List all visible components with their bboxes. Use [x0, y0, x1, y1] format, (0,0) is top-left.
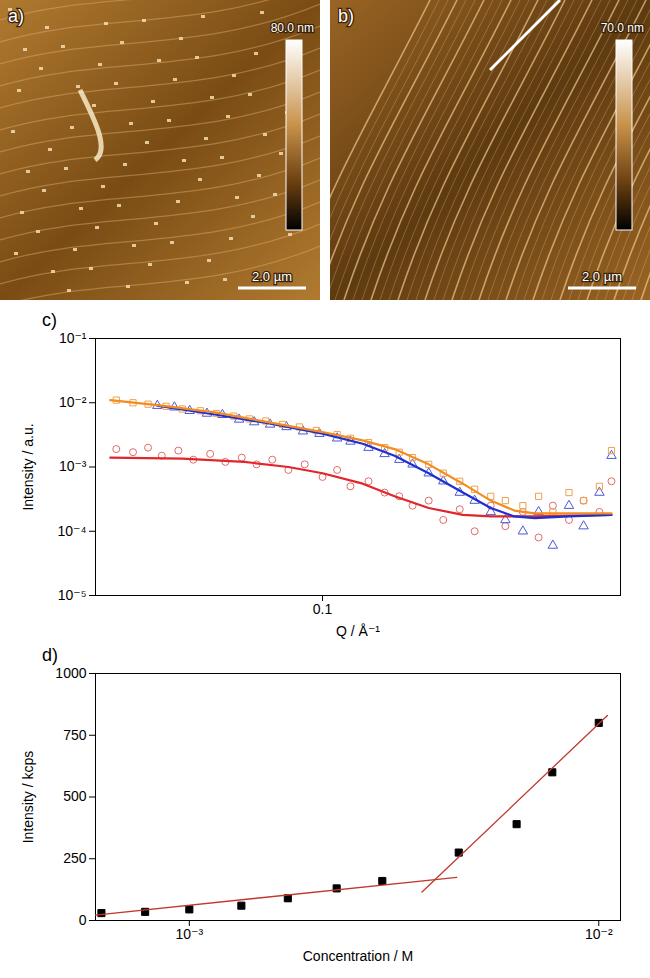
svg-text:Concentration / M: Concentration / M: [303, 948, 414, 964]
svg-text:750: 750: [63, 727, 87, 743]
svg-text:Intensity / kcps: Intensity / kcps: [20, 751, 36, 844]
svg-text:10⁻⁴: 10⁻⁴: [58, 523, 87, 539]
svg-text:10⁻²: 10⁻²: [59, 394, 87, 410]
html-text:c): c): [42, 310, 57, 330]
svg-text:Intensity / a.u.: Intensity / a.u.: [20, 423, 36, 510]
svg-text:250: 250: [63, 850, 87, 866]
svg-text:0: 0: [79, 912, 87, 928]
svg-text:2.0 µm: 2.0 µm: [252, 269, 292, 284]
svg-text:70.0 nm: 70.0 nm: [601, 21, 644, 35]
svg-text:a): a): [8, 6, 24, 26]
svg-text:10⁻¹: 10⁻¹: [59, 330, 87, 346]
svg-text:1000: 1000: [55, 665, 86, 681]
svg-text:0.1: 0.1: [313, 601, 333, 617]
svg-text:500: 500: [63, 788, 87, 804]
svg-text:2.0 µm: 2.0 µm: [582, 269, 622, 284]
svg-text:10⁻⁵: 10⁻⁵: [58, 587, 87, 603]
html-text:d): d): [42, 645, 58, 665]
svg-text:10⁻²: 10⁻²: [585, 926, 613, 942]
svg-text:80.0 nm: 80.0 nm: [271, 21, 314, 35]
svg-text:10⁻³: 10⁻³: [176, 926, 204, 942]
svg-text:Q / Å⁻¹: Q / Å⁻¹: [336, 623, 380, 639]
svg-text:b): b): [338, 6, 354, 26]
svg-text:10⁻³: 10⁻³: [59, 458, 87, 474]
